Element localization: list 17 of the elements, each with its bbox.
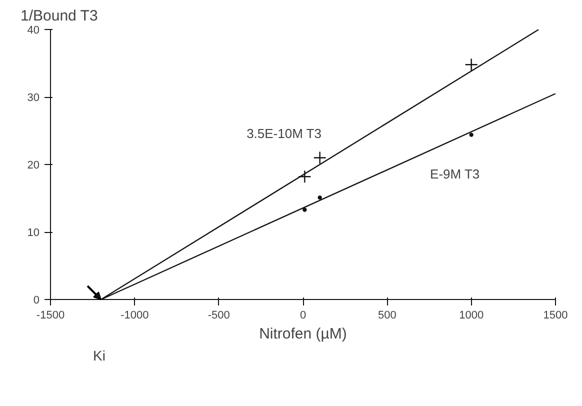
x-tick-label: 1000: [459, 310, 484, 322]
x-tick-label: -1500: [36, 310, 65, 322]
x-axis-title: Nitrofen (µM): [259, 326, 347, 342]
x-tick-label: 0: [300, 310, 306, 322]
y-tick-label: 20: [27, 160, 40, 172]
y-tick-label: 30: [27, 92, 40, 104]
annotation: 3.5E-10M T3: [246, 126, 322, 141]
x-tick-label: -500: [208, 310, 230, 322]
x-tick-label: -1000: [120, 310, 149, 322]
y-tick-label: 0: [33, 294, 40, 306]
y-tick-label: 10: [27, 227, 40, 239]
text: Ki: [93, 348, 106, 364]
y-tick-label: 40: [27, 24, 40, 36]
x-tick-label: 1500: [543, 310, 568, 322]
x-tick-label: 500: [378, 310, 396, 322]
annotation: E-9M T3: [430, 166, 480, 182]
y-axis-title: 1/Bound T3: [20, 8, 98, 24]
